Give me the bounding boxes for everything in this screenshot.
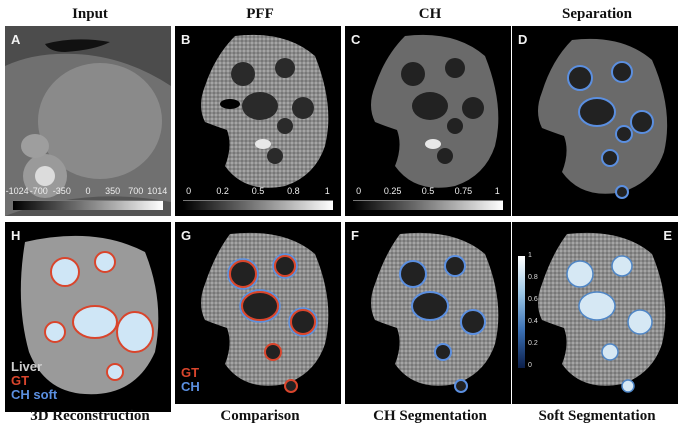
soft-colorbar [518, 256, 525, 368]
legend-gt: GT [11, 373, 30, 388]
g-legend: GT CH [181, 366, 200, 394]
panel-c-ch: C 0 0.25 0.5 0.75 1 [345, 26, 511, 216]
panel-label-d: D [518, 32, 528, 47]
bottom-title-3d-reconstruction: 3D Reconstruction [30, 408, 150, 424]
pff-colorbar [183, 200, 333, 210]
legend-ch: CH [181, 379, 200, 394]
soft-colorbar-ticks: 1 0.8 0.6 0.4 0.2 0 [528, 252, 538, 369]
panel-a-input: A -1024 -700 -350 0 350 700 1014 [5, 26, 171, 216]
panel-label-c: C [351, 32, 361, 47]
panel-h-3d: H Liver GT CH soft [5, 222, 171, 412]
column-title-ch: CH [418, 6, 442, 22]
ch-liver-image [371, 34, 499, 188]
panel-label-f: F [351, 228, 359, 243]
panel-e-soft-segmentation: E 1 0.8 0.6 0.4 0.2 0 [512, 222, 678, 404]
input-colorbar-ticks: -1024 -700 -350 0 350 700 1014 [5, 186, 168, 196]
panel-g-comparison: G GT CH [175, 222, 341, 404]
reconstruction-image [20, 235, 159, 395]
ch-segmentation-image [371, 232, 499, 393]
h-legend: Liver GT CH soft [11, 360, 57, 402]
panel-label-a: A [11, 32, 21, 47]
panel-b-pff: B 0 0.2 0.5 0.8 1 [175, 26, 341, 216]
bottom-title-soft-segmentation: Soft Segmentation [538, 408, 656, 424]
ch-colorbar [353, 200, 503, 210]
column-title-separation: Separation [561, 6, 632, 22]
legend-liver: Liver [11, 359, 43, 374]
ch-colorbar-ticks: 0 0.25 0.5 0.75 1 [356, 186, 500, 196]
panel-label-b: B [181, 32, 191, 47]
panel-label-h: H [11, 228, 21, 243]
panel-f-ch-segmentation: F [345, 222, 511, 404]
pff-liver-image [201, 34, 329, 188]
soft-segmentation-image [538, 232, 666, 393]
legend-ch-soft: CH soft [11, 387, 58, 402]
column-title-input: Input [72, 6, 108, 22]
panel-d-separation: D [512, 26, 678, 216]
comparison-image [201, 232, 329, 393]
bottom-title-ch-segmentation: CH Segmentation [373, 408, 487, 424]
separation-image [538, 38, 668, 199]
pff-colorbar-ticks: 0 0.2 0.5 0.8 1 [186, 186, 330, 196]
legend-gt: GT [181, 365, 200, 380]
column-title-pff: PFF [246, 6, 274, 22]
panel-label-e: E [663, 228, 672, 243]
input-colorbar [13, 200, 163, 210]
bottom-title-comparison: Comparison [220, 408, 300, 424]
ct-slice-image [5, 26, 171, 216]
panel-label-g: G [181, 228, 192, 243]
